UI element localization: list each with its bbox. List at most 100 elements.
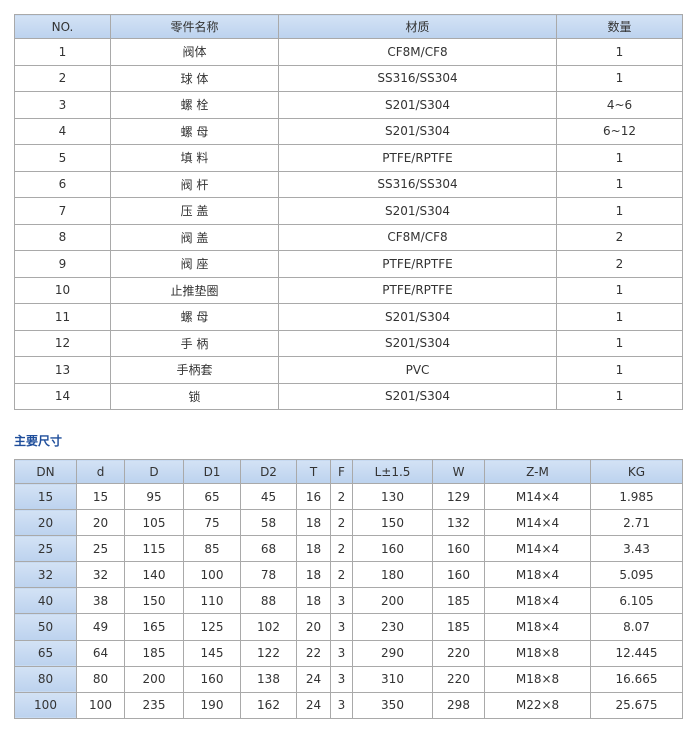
table-cell: 2 — [14, 64, 111, 92]
table-row: 10 止推垫圈 PTFE/RPTFE 1 — [14, 276, 683, 304]
table-cell: 78 — [240, 561, 297, 589]
table-cell: 75 — [183, 509, 241, 537]
table-cell: 锁 — [110, 382, 279, 410]
dimensions-table-header: DN d D D1 D2 T F L±1.5 W Z-M KG — [14, 459, 683, 484]
table-cell: 65 — [14, 639, 77, 667]
table-cell: 132 — [432, 509, 485, 537]
table-cell: 1 — [556, 276, 683, 304]
table-cell: 8.07 — [590, 613, 683, 641]
table-cell: 130 — [352, 482, 433, 511]
table-cell: 3 — [330, 639, 353, 667]
table-cell: CF8M/CF8 — [278, 38, 557, 66]
table-cell: 1 — [556, 38, 683, 66]
table-cell: 49 — [76, 613, 125, 641]
table-cell: 1 — [556, 170, 683, 198]
table-cell: 4 — [14, 117, 111, 145]
table-cell: 止推垫圈 — [110, 276, 279, 304]
parts-table: NO. 零件名称 材质 数量 1 阀体 CF8M/CF8 1 2 球 体 SS316/SS304 1… — [14, 14, 683, 410]
table-cell: 7 — [14, 197, 111, 225]
table-cell: M18×8 — [484, 665, 591, 693]
table-cell: 压 盖 — [110, 197, 279, 225]
table-cell: 3 — [330, 587, 353, 615]
table-cell: 6~12 — [556, 117, 683, 145]
table-cell: 64 — [76, 639, 125, 667]
table-row: 15 15 95 65 45 16 2 130 129 M14×4 1.985 — [14, 482, 683, 511]
table-cell: 4~6 — [556, 91, 683, 119]
table-cell: 80 — [76, 665, 125, 693]
table-cell: 18 — [296, 587, 331, 615]
table-cell: 230 — [352, 613, 433, 641]
table-cell: 165 — [124, 613, 184, 641]
table-cell: 185 — [432, 613, 485, 641]
table-cell: 3 — [330, 691, 353, 719]
table-cell: 22 — [296, 639, 331, 667]
table-cell: 45 — [240, 482, 297, 511]
table-cell: S201/S304 — [278, 382, 557, 410]
table-cell: 16.665 — [590, 665, 683, 693]
table-cell: 阀 座 — [110, 250, 279, 278]
column-header: d — [76, 459, 125, 484]
table-cell: 3 — [14, 91, 111, 119]
table-cell: 25.675 — [590, 691, 683, 719]
table-cell: 185 — [432, 587, 485, 615]
table-cell: 15 — [76, 482, 125, 511]
table-cell: 20 — [76, 509, 125, 537]
column-header: D — [124, 459, 184, 484]
table-cell: 24 — [296, 665, 331, 693]
table-row: 65 64 185 145 122 22 3 290 220 M18×8 12.445 — [14, 639, 683, 667]
table-cell: 手 柄 — [110, 329, 279, 357]
table-cell: S201/S304 — [278, 197, 557, 225]
table-cell: 68 — [240, 535, 297, 563]
table-cell: 129 — [432, 482, 485, 511]
table-cell: 110 — [183, 587, 241, 615]
table-cell: 138 — [240, 665, 297, 693]
table-row: 80 80 200 160 138 24 3 310 220 M18×8 16.665 — [14, 665, 683, 693]
table-cell: 2 — [330, 482, 353, 511]
table-cell: 115 — [124, 535, 184, 563]
table-cell: 20 — [296, 613, 331, 641]
column-header: 零件名称 — [110, 14, 279, 39]
table-cell: 185 — [124, 639, 184, 667]
table-cell: 95 — [124, 482, 184, 511]
table-cell: 100 — [14, 691, 77, 719]
table-cell: 65 — [183, 482, 241, 511]
table-cell: 162 — [240, 691, 297, 719]
table-cell: 2 — [330, 561, 353, 589]
table-cell: 螺 母 — [110, 117, 279, 145]
table-cell: 2 — [556, 250, 683, 278]
table-cell: S201/S304 — [278, 329, 557, 357]
table-cell: M14×4 — [484, 535, 591, 563]
table-cell: 5.095 — [590, 561, 683, 589]
table-cell: 1 — [14, 38, 111, 66]
table-cell: 18 — [296, 535, 331, 563]
table-cell: 58 — [240, 509, 297, 537]
table-cell: 14 — [14, 382, 111, 410]
table-row: 14 锁 S201/S304 1 — [14, 382, 683, 410]
table-cell: 50 — [14, 613, 77, 641]
table-cell: 11 — [14, 303, 111, 331]
table-cell: 6 — [14, 170, 111, 198]
table-cell: 3 — [330, 613, 353, 641]
column-header: 材质 — [278, 14, 557, 39]
table-cell: 160 — [432, 561, 485, 589]
table-cell: M18×4 — [484, 587, 591, 615]
table-cell: PTFE/RPTFE — [278, 250, 557, 278]
column-header: D1 — [183, 459, 241, 484]
table-cell: 1 — [556, 329, 683, 357]
column-header: DN — [14, 459, 77, 484]
table-cell: 10 — [14, 276, 111, 304]
table-cell: M18×4 — [484, 613, 591, 641]
table-cell: 阀 杆 — [110, 170, 279, 198]
table-cell: 140 — [124, 561, 184, 589]
table-cell: M18×8 — [484, 639, 591, 667]
table-cell: 122 — [240, 639, 297, 667]
table-cell: 5 — [14, 144, 111, 172]
table-cell: 25 — [76, 535, 125, 563]
table-cell: S201/S304 — [278, 91, 557, 119]
table-cell: 190 — [183, 691, 241, 719]
table-cell: 24 — [296, 691, 331, 719]
table-cell: 85 — [183, 535, 241, 563]
